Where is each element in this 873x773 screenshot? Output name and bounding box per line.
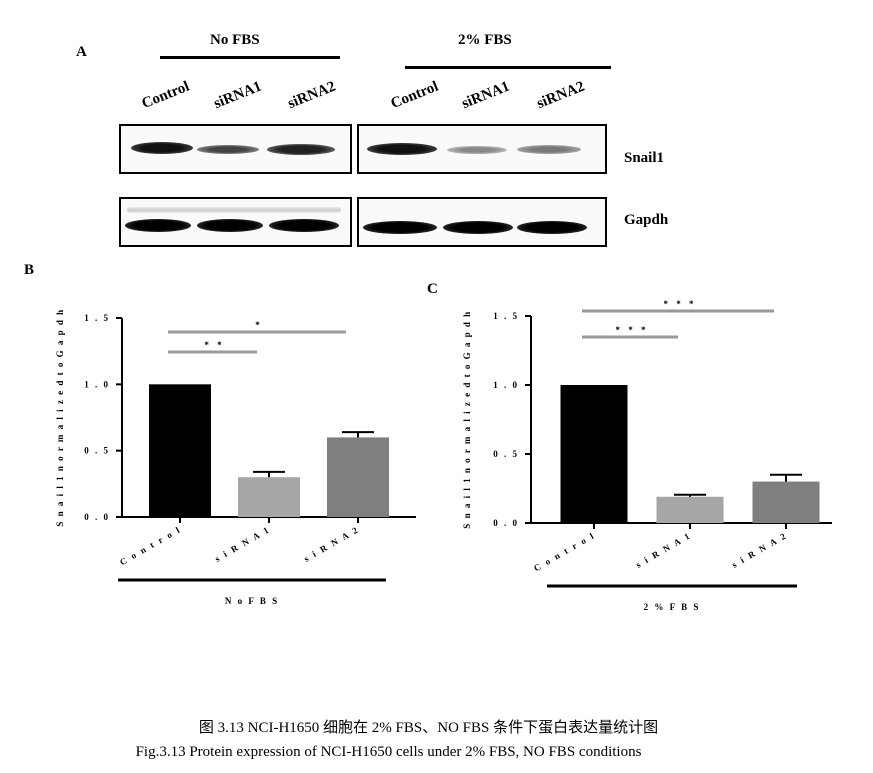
figure-caption-en: Fig.3.13 Protein expression of NCI-H1650… bbox=[135, 744, 642, 760]
band bbox=[131, 142, 193, 154]
figure-caption-zh: 图 3.13 NCI-H1650 细胞在 2% FBS、NO FBS 条件下蛋白… bbox=[198, 720, 659, 736]
blot-gapdh-nofbs bbox=[119, 197, 352, 247]
band bbox=[269, 219, 339, 232]
x-tick-label: s i R N A 1 bbox=[634, 530, 693, 570]
bar-sirna1 bbox=[238, 477, 300, 517]
blot-snail1-2pct bbox=[357, 124, 607, 174]
y-tick-label: 0 . 5 bbox=[493, 449, 519, 459]
band bbox=[125, 219, 191, 232]
bar-control bbox=[149, 384, 211, 517]
protein-label-gapdh: Gapdh bbox=[624, 212, 669, 228]
panel-a-letter: A bbox=[76, 44, 87, 60]
band bbox=[267, 144, 335, 155]
x-tick-label: s i R N A 2 bbox=[730, 530, 789, 570]
band bbox=[363, 221, 437, 234]
band bbox=[367, 143, 437, 155]
y-tick-label: 1 . 5 bbox=[493, 311, 519, 321]
bar-control bbox=[560, 385, 628, 523]
protein-label-snail1: Snail1 bbox=[624, 150, 665, 166]
group-label: 2 % F B S bbox=[644, 602, 701, 612]
y-tick-label: 1 . 0 bbox=[493, 380, 519, 390]
bar-sirna1 bbox=[656, 496, 724, 523]
y-tick-label: 0 . 0 bbox=[84, 512, 110, 522]
band bbox=[197, 219, 263, 232]
band bbox=[517, 145, 581, 154]
group-label-no-fbs: No FBS bbox=[210, 32, 260, 48]
band bbox=[443, 221, 513, 234]
significance-label: * * bbox=[204, 340, 224, 350]
significance-label: * bbox=[255, 320, 263, 330]
y-tick-label: 0 . 5 bbox=[84, 446, 110, 456]
group-bar-no-fbs bbox=[160, 56, 340, 59]
panel-c-letter: C bbox=[427, 281, 438, 297]
y-tick-label: 1 . 5 bbox=[84, 313, 110, 323]
bar-sirna2 bbox=[327, 437, 389, 517]
significance-label: * * * bbox=[616, 325, 649, 335]
y-axis-title: S n a i l 1 n o r m a l i z e d t o G a … bbox=[462, 310, 472, 528]
y-tick-label: 0 . 0 bbox=[493, 518, 519, 528]
band bbox=[517, 221, 587, 234]
blot-snail1-nofbs bbox=[119, 124, 352, 174]
y-tick-label: 1 . 0 bbox=[84, 379, 110, 389]
group-label: N o F B S bbox=[225, 596, 279, 606]
panel-b-letter: B bbox=[24, 262, 35, 278]
band bbox=[127, 207, 341, 213]
group-label-2pct-fbs: 2% FBS bbox=[458, 32, 512, 48]
band bbox=[447, 146, 507, 154]
blot-gapdh-2pct bbox=[357, 197, 607, 247]
y-axis-title: S n a i l 1 n o r m a l i z e d t o G a … bbox=[55, 308, 65, 526]
bar-sirna2 bbox=[752, 481, 820, 523]
band bbox=[197, 145, 259, 154]
group-bar-2pct-fbs bbox=[405, 66, 611, 69]
significance-label: * * * bbox=[664, 299, 697, 309]
x-tick-label: C o n t r o l bbox=[532, 530, 597, 573]
